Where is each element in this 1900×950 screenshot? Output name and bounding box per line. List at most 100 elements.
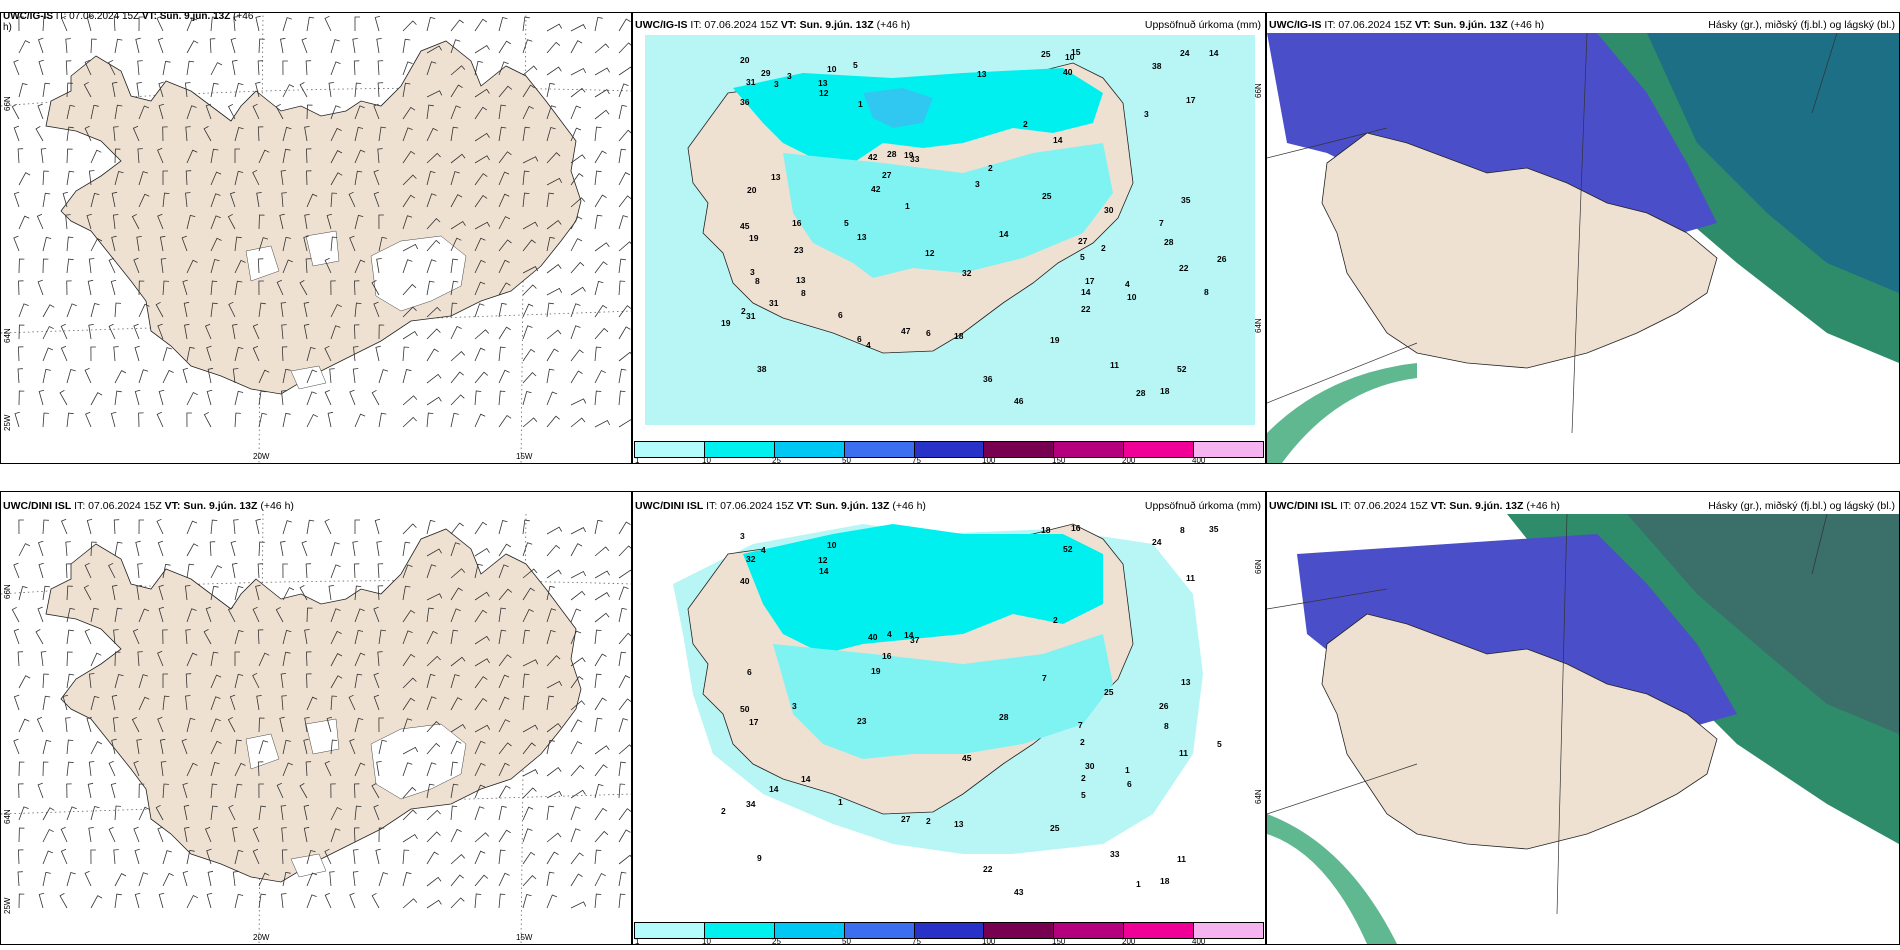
wind-barb <box>111 694 118 711</box>
wind-barb <box>114 370 127 384</box>
wind-barb <box>87 279 94 296</box>
wind-barb <box>108 826 116 843</box>
wind-barb <box>330 192 338 208</box>
wind-barb <box>618 195 631 208</box>
wind-barb <box>474 194 488 208</box>
wind-barb <box>594 419 611 428</box>
wind-barb <box>228 301 236 318</box>
wind-barb <box>546 415 560 428</box>
wind-barb <box>522 519 530 535</box>
wind-barb <box>113 346 119 362</box>
wind-barb <box>85 411 92 428</box>
wind-barb <box>474 850 486 865</box>
wind-barb <box>450 65 466 76</box>
lat-label-64: 64N <box>3 328 12 343</box>
wind-barb <box>594 717 603 733</box>
wind-barb <box>594 109 610 120</box>
wind-barb <box>498 390 506 406</box>
wind-barb <box>402 746 419 755</box>
wind-barb <box>66 629 74 645</box>
wind-barb <box>66 872 76 887</box>
wind-barb <box>234 739 242 755</box>
wind-barb <box>354 762 366 777</box>
wind-barb <box>210 585 219 601</box>
wind-barb <box>353 849 359 865</box>
precip-value-label: 14 <box>769 784 779 794</box>
wind-barb <box>210 148 219 164</box>
wind-barb <box>13 694 20 711</box>
wind-barb <box>450 237 462 252</box>
wind-barb <box>402 762 413 777</box>
wind-barb <box>594 612 610 623</box>
wind-barb <box>498 126 507 142</box>
wind-barb <box>182 782 188 799</box>
wind-barb <box>84 125 92 142</box>
wind-barb <box>18 215 30 230</box>
wind-barb <box>498 872 510 887</box>
wind-barb <box>426 831 441 843</box>
wind-barbs <box>11 15 631 428</box>
wind-barb <box>373 191 380 208</box>
precip-value-label: 17 <box>1085 276 1095 286</box>
wind-barb <box>203 629 212 645</box>
wind-barb <box>136 82 142 98</box>
wind-barb <box>257 60 264 76</box>
wind-barb <box>111 584 118 601</box>
wind-barb <box>498 239 512 252</box>
wind-barb <box>13 738 20 755</box>
precip-value-label: 2 <box>721 806 726 816</box>
green-streak <box>1267 363 1417 463</box>
wind-barb <box>426 673 436 689</box>
precip-value-label: 31 <box>769 298 779 308</box>
wind-barb <box>348 191 356 208</box>
wind-barb <box>137 651 143 667</box>
precip-value-label: 20 <box>747 185 757 195</box>
wind-barb <box>594 783 604 799</box>
precip-value-label: 18 <box>1160 876 1170 886</box>
precip-value-label: 30 <box>1104 205 1114 215</box>
wind-barb <box>160 258 167 274</box>
wind-barb <box>160 761 167 777</box>
wind-barb <box>594 653 607 667</box>
wind-barb <box>157 826 164 843</box>
precip-value-label: 31 <box>746 77 756 87</box>
precip-value-label: 4 <box>1125 279 1130 289</box>
wind-barb <box>186 60 195 76</box>
wind-barb <box>13 235 20 252</box>
wind-barb <box>376 541 382 557</box>
wind-barb <box>232 871 239 887</box>
wind-barb <box>426 328 441 340</box>
wind-barb <box>203 411 212 428</box>
wind-barb <box>37 103 44 120</box>
wind-barb <box>234 82 244 98</box>
colorbar-tick-label: 150 <box>1052 937 1066 945</box>
wind-barb <box>522 724 539 733</box>
wind-barb <box>90 741 103 755</box>
wind-barb <box>375 848 381 865</box>
wind-barb <box>618 351 631 362</box>
wind-barb <box>546 264 562 274</box>
wind-barb <box>306 673 312 689</box>
wind-barb <box>209 541 216 557</box>
wind-barb <box>305 148 312 164</box>
wind-barb <box>474 155 490 164</box>
wind-barb <box>498 259 510 274</box>
precip-value-label: 11 <box>1186 573 1195 583</box>
wind-barb <box>84 59 92 76</box>
wind-barb <box>299 783 308 799</box>
precip-values: 2891037333452404340503211271345281414352… <box>721 523 1222 897</box>
wind-barb <box>233 519 239 535</box>
wind-barb <box>210 259 220 274</box>
wind-barb <box>138 806 150 821</box>
wind-barb <box>210 696 221 711</box>
wind-barb <box>303 738 309 755</box>
wind-barb <box>594 390 602 406</box>
wind-barb <box>374 518 381 535</box>
wind-barb <box>252 606 260 623</box>
precip-value-label: 28 <box>1164 237 1174 247</box>
wind-barb <box>373 694 380 711</box>
wind-barb <box>186 608 197 623</box>
wind-barb <box>210 565 223 579</box>
wind-barb <box>618 761 626 777</box>
wind-barb <box>402 194 416 208</box>
